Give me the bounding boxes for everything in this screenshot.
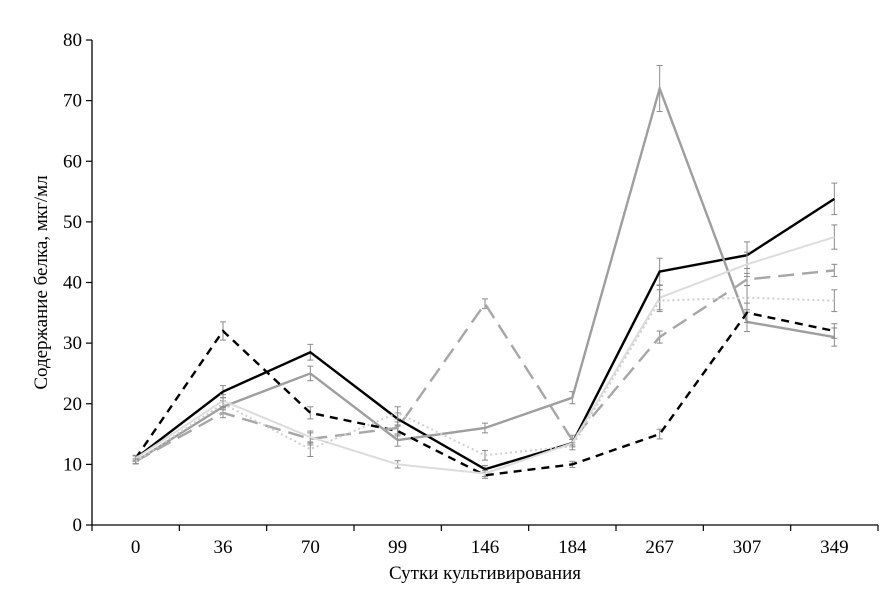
series-6 [132,285,838,465]
x-tick-label: 349 [820,537,849,558]
x-tick-label: 307 [733,537,762,558]
error-bar [482,449,488,461]
x-tick-label: 0 [131,537,141,558]
x-tick-label: 36 [214,537,233,558]
error-bar [307,441,314,457]
ticks-layer: 0 10 20 30 40 50 60 70 80 0 36 70 99 146 184 267 307 349 [63,30,879,558]
series-line [134,197,835,471]
series-4 [132,263,838,465]
series-layer [132,64,838,479]
error-bar [656,289,663,313]
y-axis-title: Содержание белка, мкг/мл [31,175,52,390]
error-bar [220,397,226,411]
x-tick-label: 267 [645,537,674,558]
error-bar [831,289,838,313]
y-tick-label: 50 [63,212,82,233]
error-bar [656,428,663,440]
series-line [135,236,835,475]
y-tick-label: 30 [63,333,82,354]
y-tick-label: 80 [63,30,82,51]
y-tick-label: 0 [73,515,83,536]
error-bar [394,406,401,420]
series-2 [132,64,838,465]
y-tick-label: 10 [63,454,82,475]
series-5 [132,224,838,477]
series-line [135,84,835,463]
error-bar [307,406,314,420]
y-tick-label: 60 [63,151,82,172]
x-tick-label: 146 [471,537,500,558]
error-bar [831,323,838,339]
y-tick-label: 70 [63,91,82,112]
x-axis-title: Сутки культивирования [389,563,581,584]
x-tick-label: 99 [388,537,407,558]
series-line [135,296,835,463]
y-tick-label: 20 [63,394,82,415]
error-bar [744,285,750,311]
x-tick-label: 184 [558,537,587,558]
y-tick-label: 40 [63,273,82,294]
x-tick-label: 70 [301,537,320,558]
